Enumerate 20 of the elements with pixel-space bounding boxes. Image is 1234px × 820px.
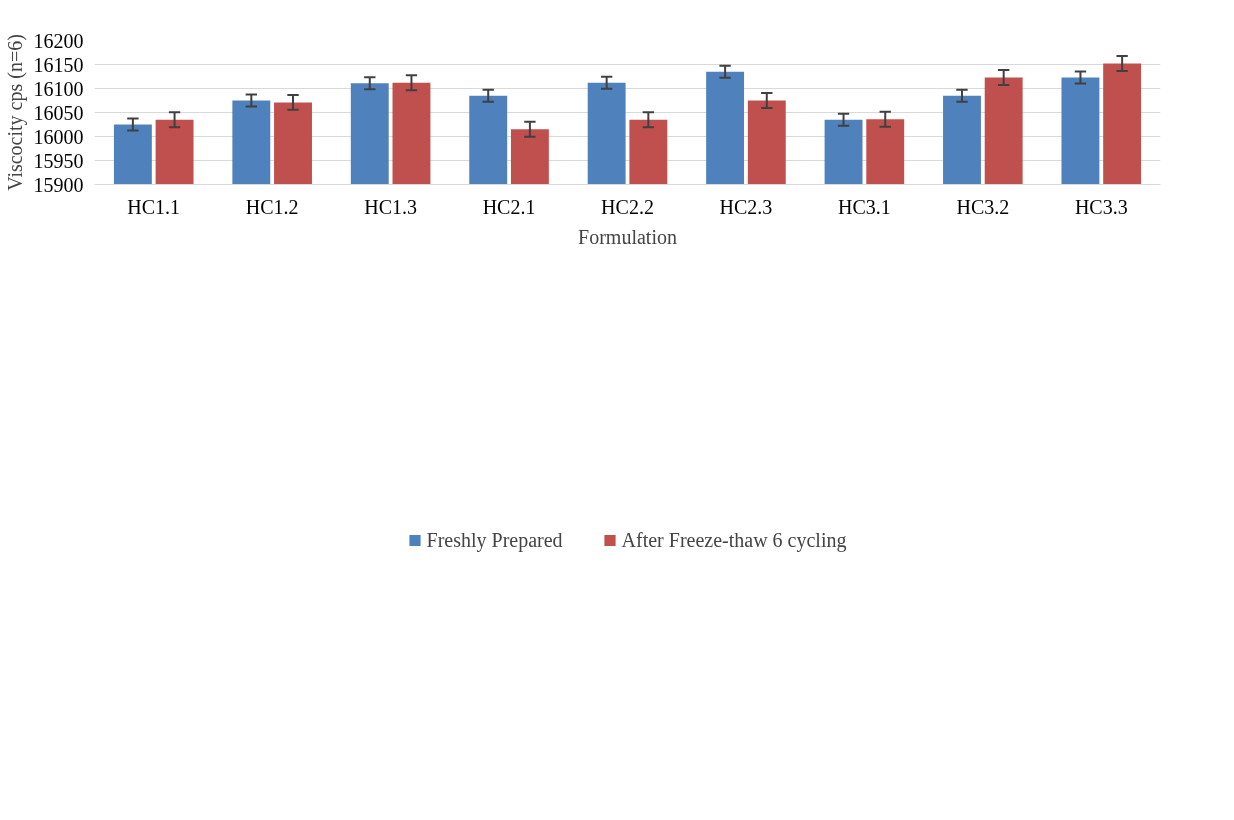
- y-tick-label: 16150: [33, 53, 84, 76]
- y-tick-label: 15950: [33, 149, 84, 172]
- x-tick-label: HC3.3: [1074, 195, 1128, 218]
- y-tick-label: 16100: [33, 77, 84, 100]
- y-axis-title: Viscocity cps (n=6): [3, 34, 27, 191]
- legend-label: After Freeze-thaw 6 cycling: [621, 528, 847, 552]
- legend-label: Freshly Prepared: [426, 528, 563, 552]
- x-tick-label: HC3.1: [838, 195, 891, 218]
- x-tick-label: HC2.1: [482, 195, 536, 218]
- x-tick-label: HC3.2: [956, 195, 1010, 218]
- x-tick-label: HC1.1: [127, 195, 181, 218]
- x-tick-label: HC2.3: [719, 195, 773, 218]
- y-tick-label: 16000: [33, 125, 84, 148]
- y-tick-label: 16050: [33, 101, 84, 124]
- y-tick-label: 16200: [33, 29, 84, 52]
- x-axis-title: Formulation: [578, 225, 677, 248]
- x-tick-label: HC1.2: [245, 195, 299, 218]
- x-tick-label: HC1.3: [364, 195, 418, 218]
- y-tick-label: 15900: [33, 173, 84, 196]
- x-tick-label: HC2.2: [601, 195, 654, 218]
